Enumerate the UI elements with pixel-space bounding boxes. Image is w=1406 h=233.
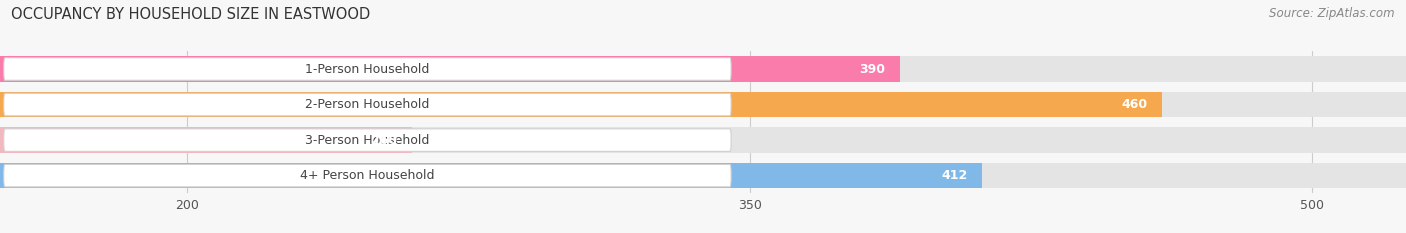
Text: 412: 412 [941, 169, 967, 182]
Text: 3-Person Household: 3-Person Household [305, 134, 430, 147]
Text: 390: 390 [859, 62, 884, 75]
Text: 1-Person Household: 1-Person Household [305, 62, 430, 75]
Bar [0, 163, 1406, 188]
Text: 2-Person Household: 2-Person Household [305, 98, 430, 111]
Bar [0, 92, 1406, 117]
Bar [0, 127, 412, 153]
Bar [0, 127, 1406, 153]
FancyBboxPatch shape [4, 93, 731, 116]
FancyBboxPatch shape [4, 58, 731, 80]
Text: 4+ Person Household: 4+ Person Household [301, 169, 434, 182]
FancyBboxPatch shape [4, 129, 731, 151]
Bar [0, 163, 983, 188]
Text: Source: ZipAtlas.com: Source: ZipAtlas.com [1270, 7, 1395, 20]
Text: 260: 260 [371, 134, 398, 147]
Bar [0, 56, 1406, 82]
Text: OCCUPANCY BY HOUSEHOLD SIZE IN EASTWOOD: OCCUPANCY BY HOUSEHOLD SIZE IN EASTWOOD [11, 7, 371, 22]
Bar [0, 92, 1163, 117]
FancyBboxPatch shape [4, 164, 731, 187]
Bar [0, 56, 900, 82]
Text: 460: 460 [1121, 98, 1147, 111]
